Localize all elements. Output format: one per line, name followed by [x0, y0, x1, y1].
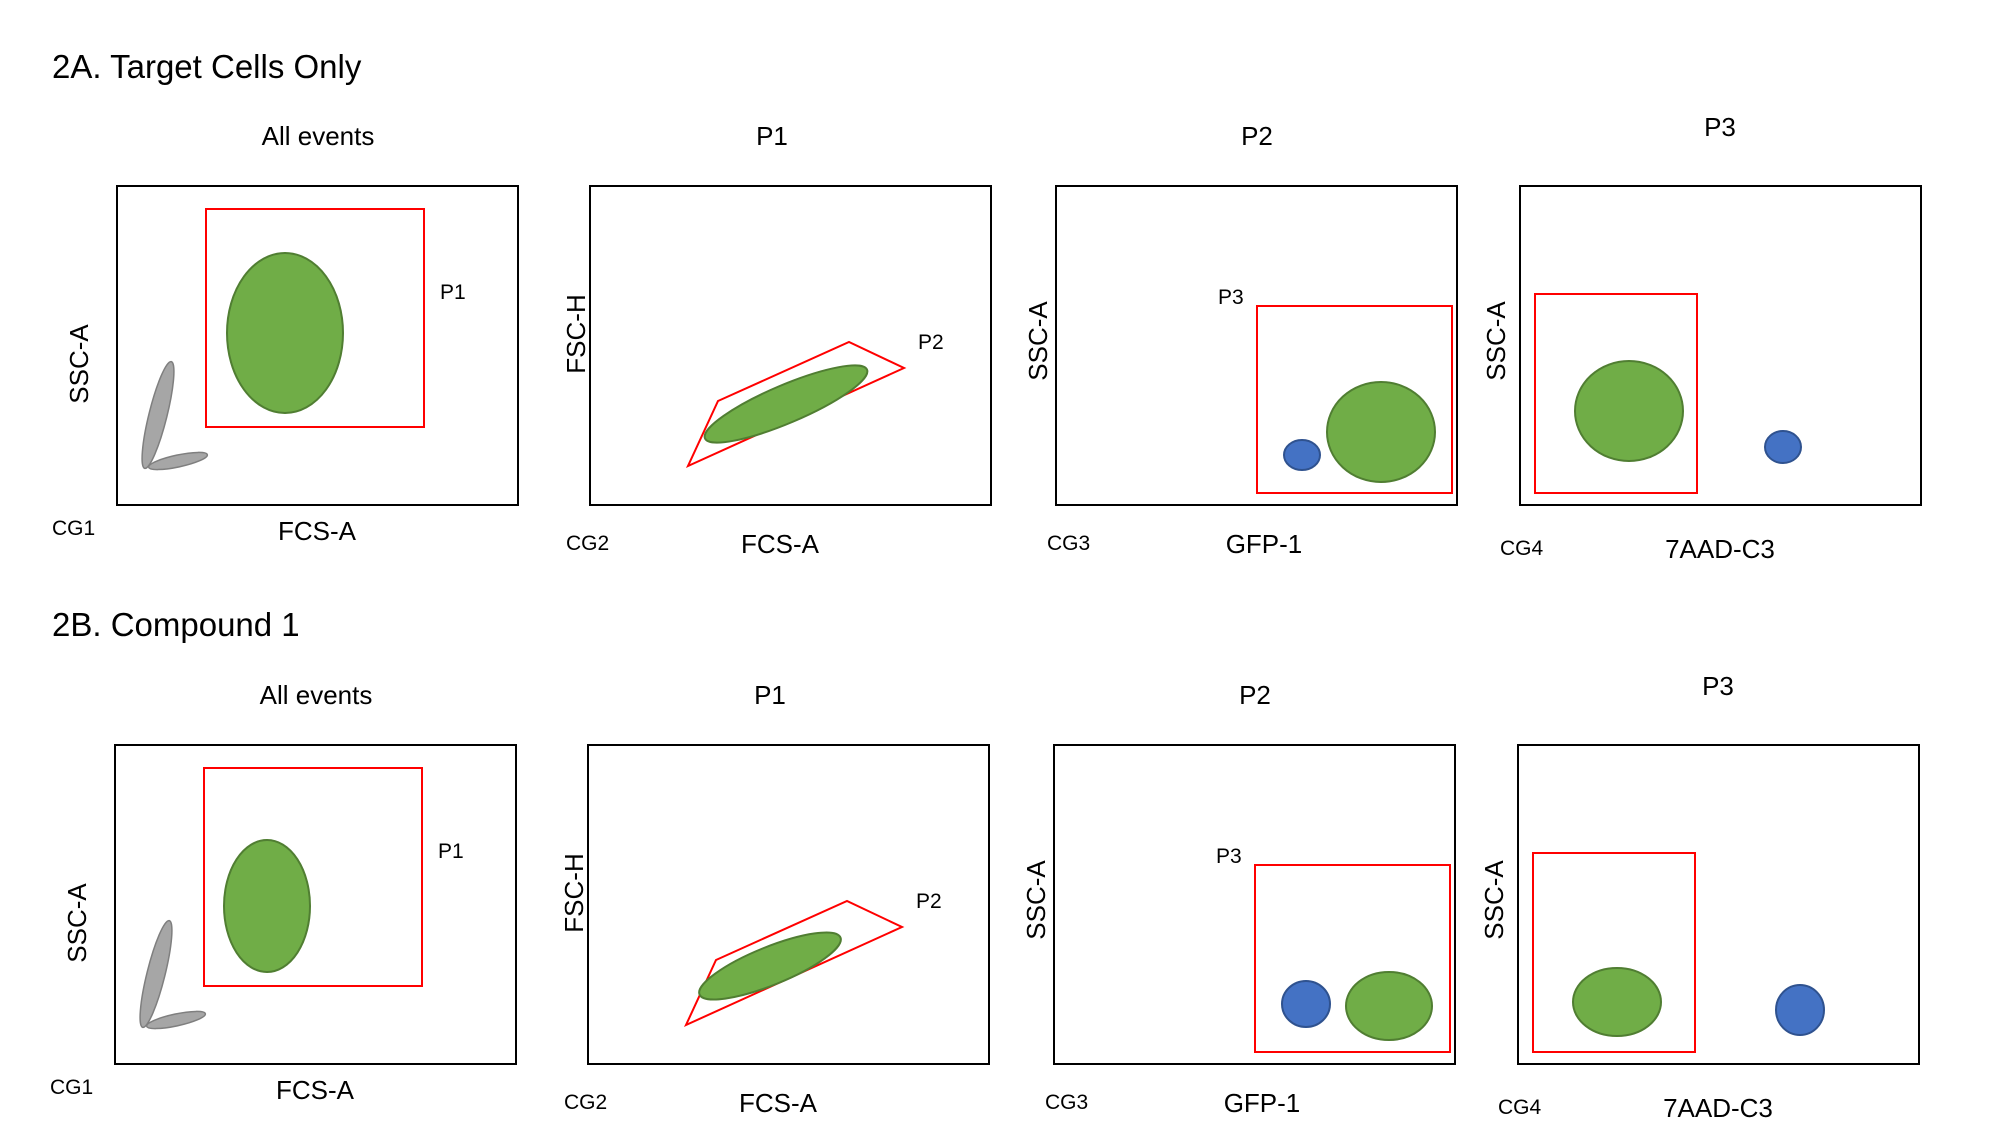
- live-cell-population: [1572, 967, 1662, 1037]
- gate-p4: [1534, 293, 1698, 494]
- panel-title: P3: [1702, 671, 1734, 701]
- panel-id: CG2: [564, 1091, 607, 1114]
- cell-population: [223, 839, 311, 973]
- plot-frame: [1053, 744, 1456, 1065]
- x-axis-label: FCS-A: [741, 529, 820, 559]
- panel-title: P1: [756, 121, 788, 151]
- gate-label: P1: [438, 840, 464, 863]
- cell-population: [698, 931, 842, 1001]
- x-axis-label: 7AAD-C3: [1665, 534, 1775, 564]
- x-axis-label: GFP-1: [1224, 1088, 1301, 1118]
- y-axis-label: SSC-A: [1481, 301, 1511, 381]
- x-axis-label: 7AAD-C3: [1663, 1093, 1773, 1123]
- panel-all-events: All events P1 FCS-A SSC-A CG1: [50, 680, 517, 1105]
- x-axis-label: FCS-A: [278, 516, 357, 546]
- panel-id: CG4: [1500, 537, 1544, 560]
- plot-frame: [1519, 185, 1922, 506]
- panel-id: CG2: [566, 532, 609, 555]
- plot-frame: [1055, 185, 1458, 506]
- gate-p4: [1532, 852, 1696, 1053]
- cell-population: [703, 364, 869, 444]
- dead-cell-population: [1764, 430, 1802, 464]
- gate-label: P2: [918, 331, 944, 354]
- gate-label: P3: [1218, 286, 1244, 309]
- panel-p3: P3 7AAD-C3 SSC-A CG4: [1481, 112, 1922, 564]
- debris-population: [139, 919, 173, 1029]
- debris-population: [141, 360, 175, 470]
- gate-p1: [205, 208, 425, 428]
- cell-population: [226, 252, 344, 414]
- gate-p2: [683, 899, 905, 1028]
- section-2a: 2A. Target Cells Only All events P1 FCS-…: [52, 48, 1922, 564]
- gate-label: P2: [916, 890, 942, 913]
- plot-frame: [1517, 744, 1920, 1065]
- dead-cell-population: [1775, 984, 1825, 1036]
- y-axis-label: FSC-H: [561, 294, 591, 373]
- debris-population: [147, 451, 209, 471]
- y-axis-label: SSC-A: [64, 324, 94, 404]
- dead-cell-population: [1281, 980, 1331, 1028]
- section-title: 2B. Compound 1: [52, 606, 300, 643]
- y-axis-label: SSC-A: [1023, 301, 1053, 381]
- panel-title: All events: [260, 680, 373, 710]
- panel-id: CG4: [1498, 1096, 1542, 1119]
- panel-id: CG3: [1047, 532, 1090, 555]
- plot-frame: [587, 744, 990, 1065]
- panel-title: All events: [262, 121, 375, 151]
- gate-p3: [1256, 305, 1453, 494]
- y-axis-label: SSC-A: [1479, 860, 1509, 940]
- gate-label: P3: [1216, 845, 1242, 868]
- panel-p2: P2 P3 GFP-1 SSC-A CG3: [1023, 121, 1458, 559]
- panel-id: CG1: [50, 1076, 93, 1099]
- y-axis-label: SSC-A: [62, 883, 92, 963]
- live-cell-population: [1326, 381, 1436, 483]
- live-cell-population: [1574, 360, 1684, 462]
- panel-all-events: All events P1 FCS-A SSC-A CG1: [52, 121, 519, 546]
- panel-id: CG1: [52, 517, 95, 540]
- gate-p3: [1254, 864, 1451, 1053]
- live-cell-population: [1345, 971, 1433, 1041]
- panel-p1: P1 P2 FCS-A FSC-H CG2: [561, 121, 992, 559]
- panel-p1: P1 P2 FCS-A FSC-H CG2: [559, 680, 990, 1118]
- plot-frame: [116, 185, 519, 506]
- section-title: 2A. Target Cells Only: [52, 48, 362, 85]
- x-axis-label: FCS-A: [739, 1088, 818, 1118]
- gate-label: P1: [440, 281, 466, 304]
- debris-population: [145, 1010, 207, 1030]
- panel-id: CG3: [1045, 1091, 1088, 1114]
- dead-cell-population: [1283, 439, 1321, 471]
- gate-p1: [203, 767, 423, 987]
- x-axis-label: FCS-A: [276, 1075, 355, 1105]
- panel-p3: P3 7AAD-C3 SSC-A CG4: [1479, 671, 1920, 1123]
- y-axis-label: FSC-H: [559, 853, 589, 932]
- plot-frame: [114, 744, 517, 1065]
- x-axis-label: GFP-1: [1226, 529, 1303, 559]
- panel-title: P2: [1241, 121, 1273, 151]
- panel-title: P3: [1704, 112, 1736, 142]
- gate-p2: [685, 340, 907, 469]
- plot-frame: [589, 185, 992, 506]
- panel-p2: P2 P3 GFP-1 SSC-A CG3: [1021, 680, 1456, 1118]
- section-2b: 2B. Compound 1 All events P1 FCS-A SSC-A…: [50, 606, 1920, 1123]
- panel-title: P1: [754, 680, 786, 710]
- panel-title: P2: [1239, 680, 1271, 710]
- y-axis-label: SSC-A: [1021, 860, 1051, 940]
